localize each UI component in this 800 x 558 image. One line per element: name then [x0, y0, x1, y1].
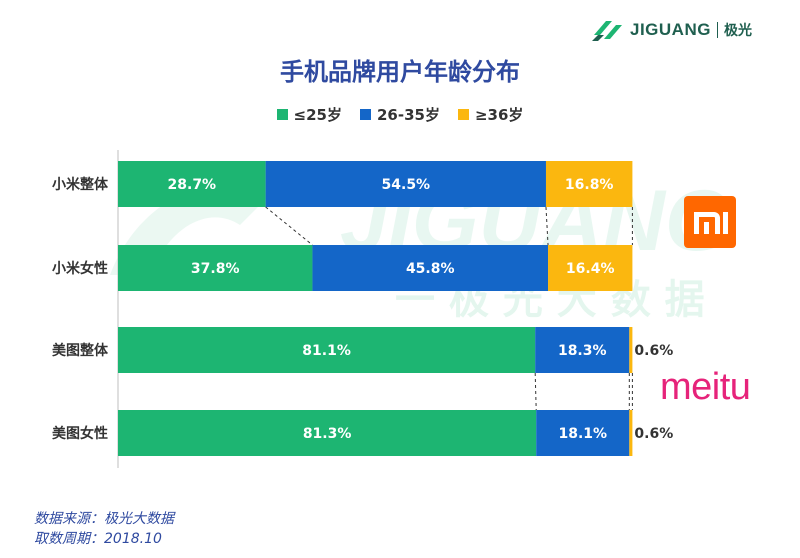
data-label: 0.6% [634, 343, 673, 359]
bar-segment [548, 245, 633, 291]
connector-line [265, 206, 313, 246]
bar-segment [265, 161, 546, 207]
data-source: 数据来源：极光大数据 [34, 511, 174, 527]
mi-icon [694, 212, 728, 234]
data-period: 取数周期：2018.10 [34, 531, 162, 547]
data-label: 18.1% [558, 426, 607, 442]
data-label: 45.8% [406, 261, 455, 277]
jiguang-logo: JIGUANG 极光 [590, 14, 752, 46]
bar-segment [118, 161, 266, 207]
logo-divider [716, 22, 718, 38]
bar-segment [536, 410, 630, 456]
legend-swatch [360, 109, 371, 120]
bar-segment [545, 161, 633, 207]
legend-swatch [457, 109, 469, 120]
bar-segment [118, 410, 537, 456]
data-label: 81.1% [302, 343, 351, 359]
connector-line [545, 206, 549, 246]
chart-legend: ≤25岁 26-35岁 ≥36岁 [0, 104, 800, 125]
legend-label: 26-35岁 [377, 106, 440, 124]
meitu-logo: meitu [660, 366, 751, 408]
bar-segment [629, 327, 633, 373]
brand-name-cn: 极光 [723, 23, 752, 39]
bar-segment [629, 410, 633, 456]
bar-segment [312, 245, 549, 291]
brand-name: JIGUANG [630, 20, 711, 39]
bar-segment [118, 327, 536, 373]
category-label: 美图整体 [52, 342, 109, 359]
data-label: 81.3% [303, 426, 352, 442]
xiaomi-logo [684, 196, 736, 248]
data-label: 28.7% [168, 177, 217, 193]
data-label: 37.8% [191, 261, 240, 277]
chart-title: 手机品牌用户年龄分布 [280, 58, 520, 86]
legend-item: ≤25岁 [276, 104, 342, 125]
legend-swatch [276, 109, 288, 120]
legend-label: ≥36岁 [474, 106, 524, 124]
bar-segment [118, 245, 313, 291]
bar-segment [535, 327, 630, 373]
legend-item: 26-35岁 [360, 104, 440, 125]
category-label: 美图女性 [52, 425, 108, 442]
jiguang-logo-icon [592, 21, 622, 41]
category-label: 小米整体 [52, 176, 109, 193]
data-label: 16.8% [565, 177, 614, 193]
data-label: 16.4% [566, 261, 615, 277]
connector-line [534, 372, 537, 411]
category-label: 小米女性 [52, 260, 108, 277]
data-label: 0.6% [634, 426, 673, 442]
data-label: 18.3% [558, 343, 607, 359]
legend-label: ≤25岁 [293, 106, 342, 124]
data-label: 54.5% [382, 177, 431, 193]
legend-item: ≥36岁 [457, 104, 524, 125]
